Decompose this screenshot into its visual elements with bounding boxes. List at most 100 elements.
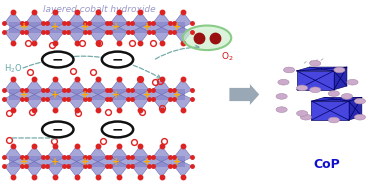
Circle shape <box>102 52 133 67</box>
Polygon shape <box>297 71 334 90</box>
Circle shape <box>183 26 231 50</box>
Circle shape <box>334 67 345 73</box>
Text: +: + <box>173 157 181 167</box>
Polygon shape <box>89 79 107 94</box>
Text: −: − <box>52 53 64 67</box>
Text: H$_2$O: H$_2$O <box>4 63 22 75</box>
Polygon shape <box>153 27 170 43</box>
Text: −: − <box>112 53 123 67</box>
Polygon shape <box>47 79 64 94</box>
Polygon shape <box>153 94 170 110</box>
Polygon shape <box>89 94 107 110</box>
Circle shape <box>328 117 339 123</box>
Bar <box>9 22 185 33</box>
Polygon shape <box>4 146 22 162</box>
Polygon shape <box>229 84 259 105</box>
Text: −: − <box>112 122 123 136</box>
Circle shape <box>297 111 308 116</box>
Polygon shape <box>89 162 107 177</box>
Text: +: + <box>112 90 120 99</box>
Text: +: + <box>173 90 181 99</box>
Polygon shape <box>25 146 43 162</box>
Circle shape <box>102 122 133 137</box>
Polygon shape <box>68 146 85 162</box>
Text: +: + <box>81 90 90 99</box>
Text: +: + <box>81 157 90 167</box>
Polygon shape <box>132 162 149 177</box>
Polygon shape <box>89 12 107 27</box>
Polygon shape <box>110 146 128 162</box>
Polygon shape <box>174 162 192 177</box>
Bar <box>9 89 185 100</box>
Polygon shape <box>311 97 362 101</box>
Circle shape <box>283 67 295 73</box>
Text: +: + <box>112 22 120 32</box>
Circle shape <box>341 94 352 99</box>
Text: +: + <box>51 157 59 167</box>
Text: +: + <box>51 22 59 32</box>
Circle shape <box>310 87 321 93</box>
Polygon shape <box>132 12 149 27</box>
Polygon shape <box>132 94 149 110</box>
Circle shape <box>276 107 287 112</box>
Polygon shape <box>4 12 22 27</box>
Polygon shape <box>25 162 43 177</box>
Polygon shape <box>68 79 85 94</box>
FancyArrowPatch shape <box>23 56 160 78</box>
Circle shape <box>328 91 339 96</box>
Circle shape <box>347 79 358 85</box>
Polygon shape <box>47 162 64 177</box>
Circle shape <box>310 60 321 66</box>
Text: +: + <box>142 157 151 167</box>
Polygon shape <box>153 12 170 27</box>
Circle shape <box>297 85 308 91</box>
Text: CoP: CoP <box>313 158 340 171</box>
Polygon shape <box>47 94 64 110</box>
Circle shape <box>354 98 366 104</box>
FancyArrowPatch shape <box>155 46 199 59</box>
Polygon shape <box>297 67 347 71</box>
Polygon shape <box>25 27 43 43</box>
Polygon shape <box>311 101 349 120</box>
Polygon shape <box>153 79 170 94</box>
Polygon shape <box>4 162 22 177</box>
Text: +: + <box>51 90 59 99</box>
Polygon shape <box>132 79 149 94</box>
Polygon shape <box>47 12 64 27</box>
Polygon shape <box>334 67 347 90</box>
Polygon shape <box>174 146 192 162</box>
Polygon shape <box>4 27 22 43</box>
Polygon shape <box>132 27 149 43</box>
Polygon shape <box>110 94 128 110</box>
Polygon shape <box>68 12 85 27</box>
Polygon shape <box>174 79 192 94</box>
Polygon shape <box>153 162 170 177</box>
Polygon shape <box>68 94 85 110</box>
Polygon shape <box>25 12 43 27</box>
Polygon shape <box>174 12 192 27</box>
Circle shape <box>300 114 311 120</box>
Circle shape <box>42 52 73 67</box>
Polygon shape <box>132 146 149 162</box>
Polygon shape <box>110 27 128 43</box>
Polygon shape <box>4 79 22 94</box>
Circle shape <box>354 114 366 120</box>
Text: +: + <box>142 22 151 32</box>
FancyArrowPatch shape <box>12 136 56 140</box>
Polygon shape <box>110 79 128 94</box>
Text: O$_2$: O$_2$ <box>221 50 234 63</box>
Polygon shape <box>25 79 43 94</box>
Polygon shape <box>89 146 107 162</box>
Text: +: + <box>142 90 151 99</box>
Polygon shape <box>174 94 192 110</box>
Polygon shape <box>68 27 85 43</box>
Text: +: + <box>112 157 120 167</box>
Bar <box>9 156 185 167</box>
Polygon shape <box>349 97 362 120</box>
Polygon shape <box>89 27 107 43</box>
Polygon shape <box>110 162 128 177</box>
Text: −: − <box>52 122 64 136</box>
Polygon shape <box>153 146 170 162</box>
Circle shape <box>278 79 289 85</box>
Polygon shape <box>174 27 192 43</box>
